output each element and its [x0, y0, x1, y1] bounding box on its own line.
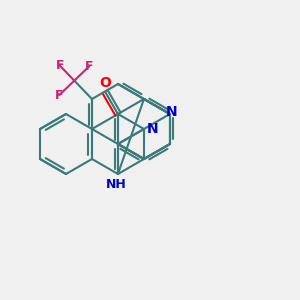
- Text: NH: NH: [106, 178, 127, 191]
- Text: N: N: [146, 122, 158, 136]
- Text: F: F: [56, 59, 64, 72]
- Text: F: F: [85, 60, 94, 73]
- Text: F: F: [55, 89, 63, 102]
- Text: O: O: [99, 76, 111, 90]
- Text: N: N: [166, 106, 177, 119]
